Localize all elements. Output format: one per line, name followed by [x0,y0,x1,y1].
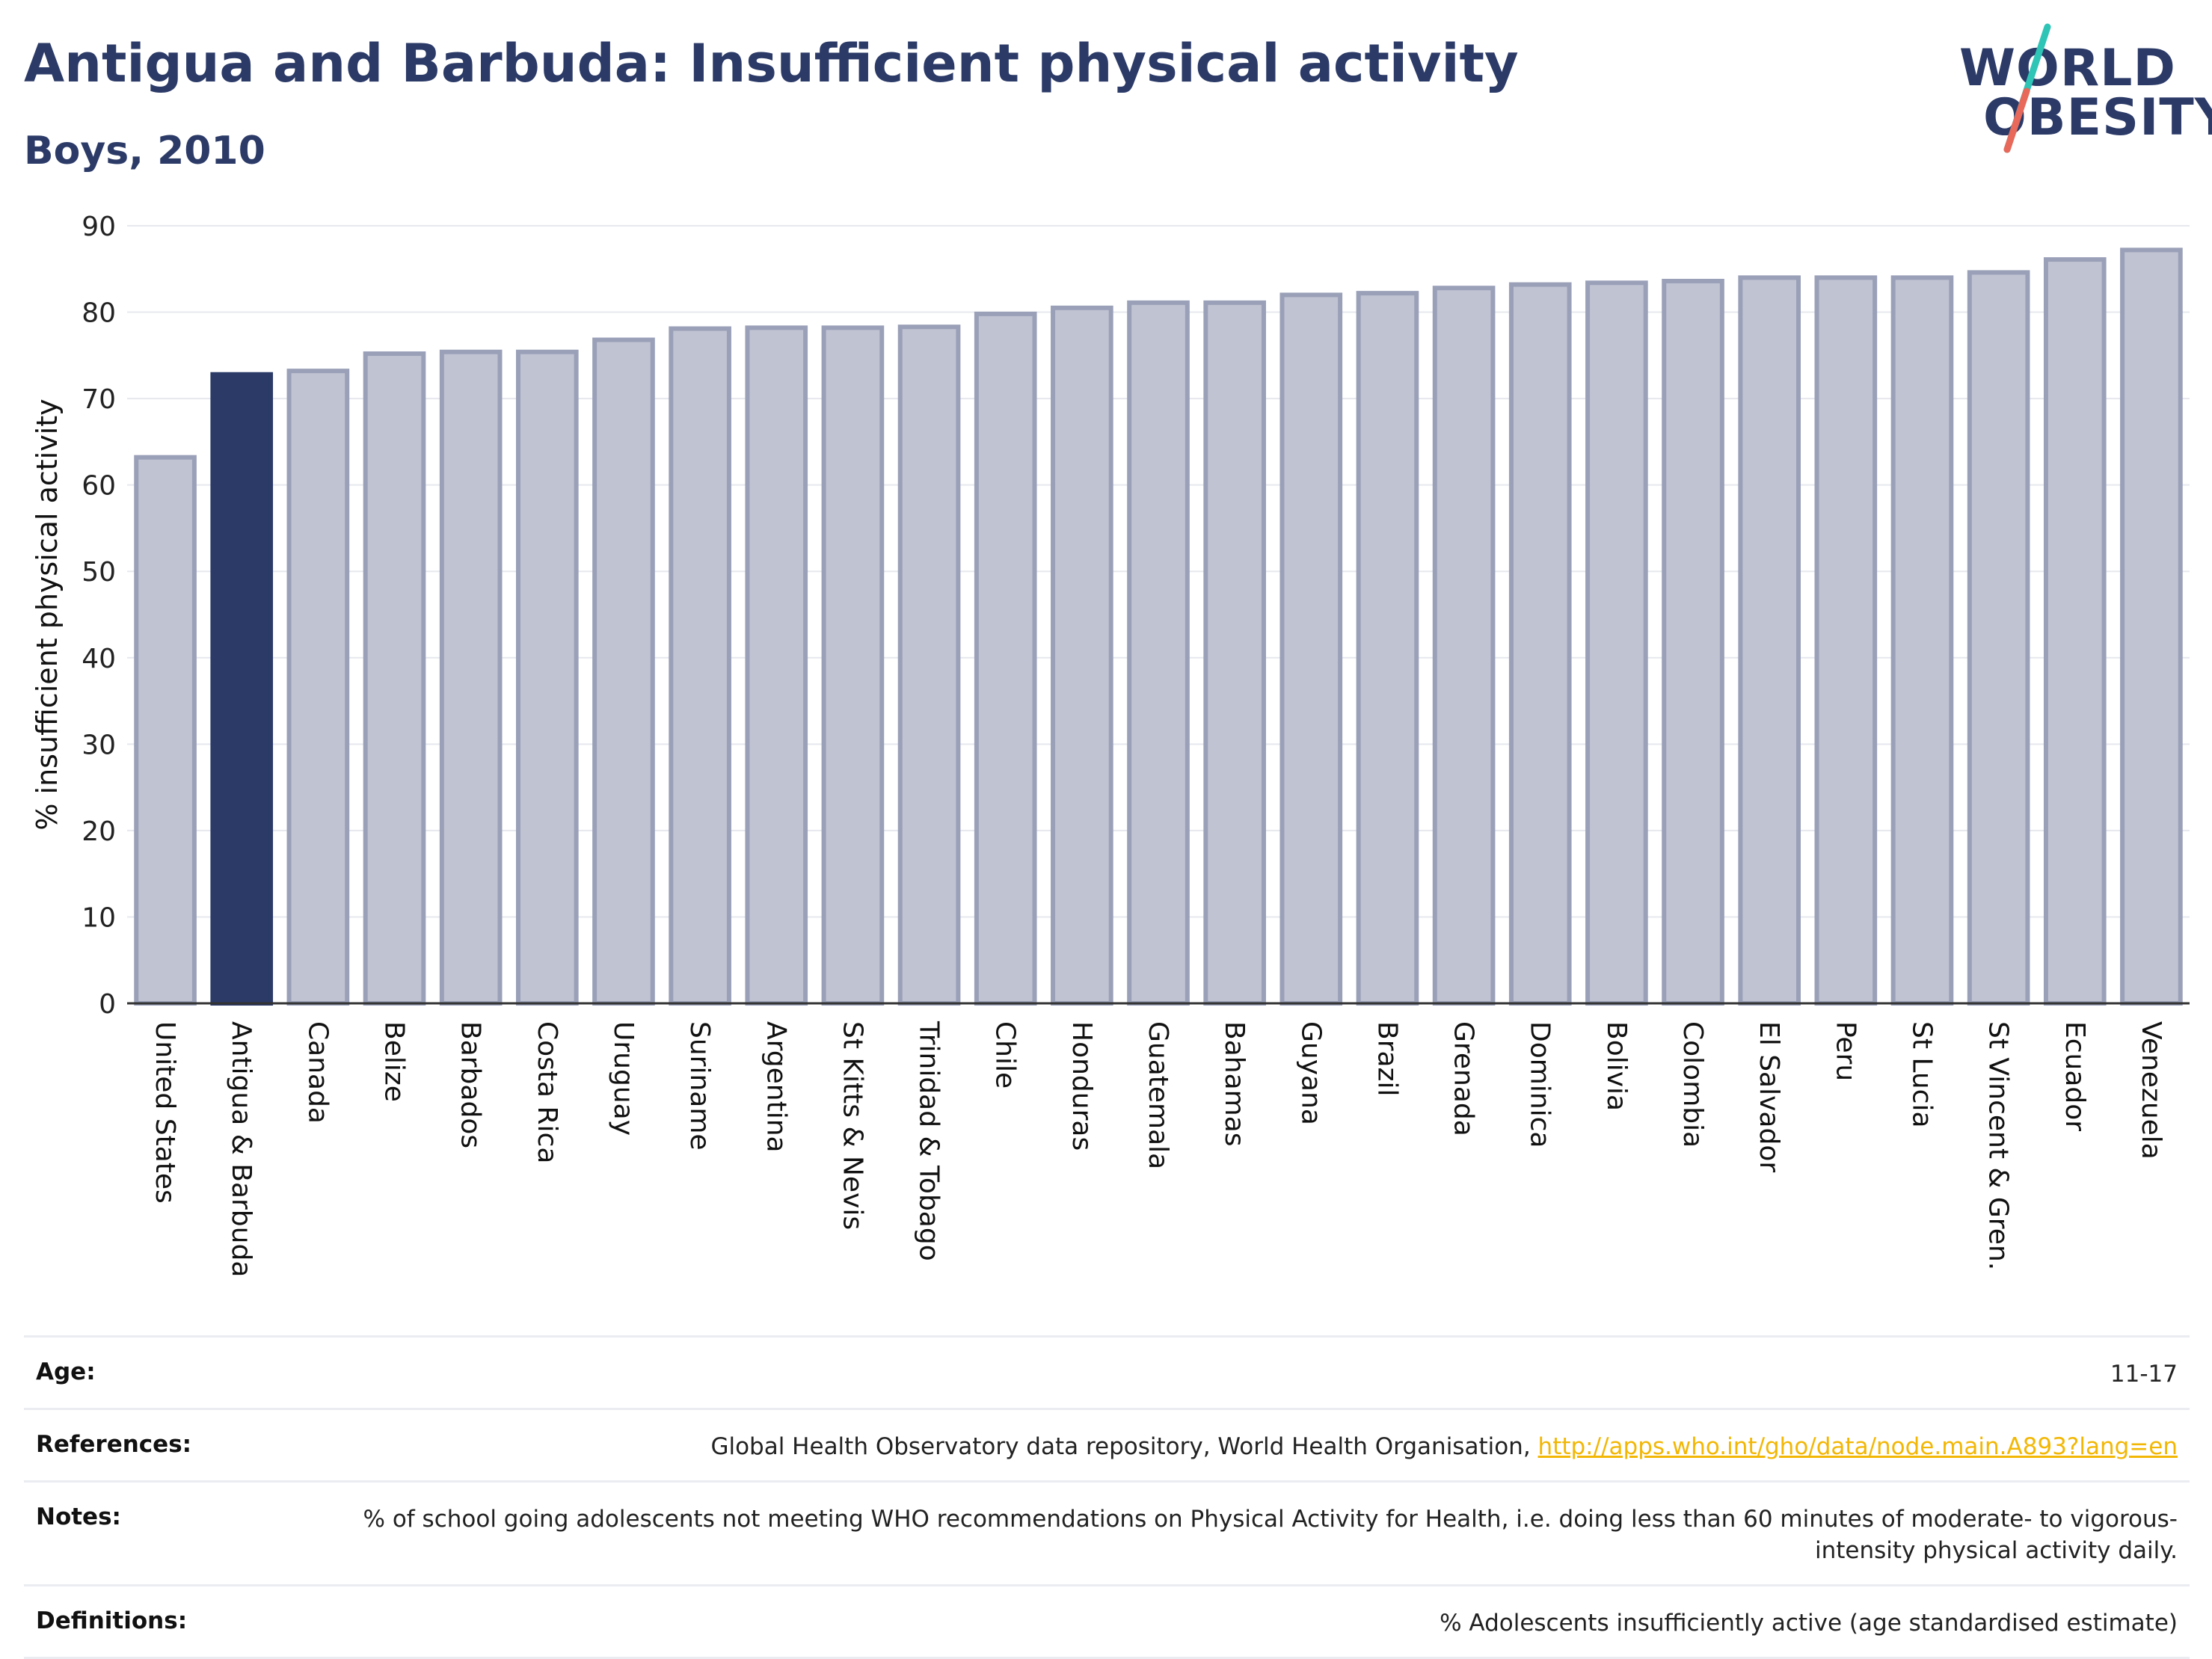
x-category-label: Chile [990,1021,1021,1089]
y-axis-ticks: 0 10 20 30 40 50 60 70 80 90 [82,212,116,1020]
page-title: Antigua and Barbuda: Insufficient physic… [24,33,1519,94]
y-axis-label: % insufficient physical activity [31,398,64,830]
info-row-references: References: Global Health Observatory da… [24,1408,2190,1480]
age-label: Age: [36,1358,96,1385]
references-link[interactable]: http://apps.who.int/gho/data/node.main.A… [1537,1433,2178,1460]
y-tick-label: 30 [82,730,116,760]
y-tick-label: 0 [99,989,116,1020]
x-category-label: Brazil [1371,1021,1402,1096]
notes-label: Notes: [36,1503,121,1530]
x-category-label: Belize [379,1021,410,1102]
bar-peru [1814,275,1878,1006]
info-row-definitions: Definitions: % Adolescents insufficientl… [24,1584,2190,1659]
y-tick-label: 20 [82,816,116,847]
y-tick-label: 80 [82,298,116,329]
bar-trinidad-tobago [897,324,961,1006]
bar-barbados [439,349,503,1006]
x-category-label: Canada [302,1021,333,1124]
x-category-label: Venezuela [2136,1021,2166,1160]
notes-value: % of school going adolescents not meetin… [363,1506,2178,1564]
logo-slash-icon [2003,23,2051,153]
bar-belize [363,351,426,1006]
info-table: Age: 11-17 References: Global Health Obs… [24,1335,2190,1659]
definitions-value: % Adolescents insufficiently active (age… [1440,1610,2178,1637]
y-tick-label: 90 [82,212,116,242]
bar-guyana [1279,292,1343,1006]
bar-st-lucia [1890,275,1954,1006]
references-label: References: [36,1431,192,1458]
x-category-label: Grenada [1448,1021,1479,1136]
definitions-label: Definitions: [36,1607,188,1634]
x-category-label: Bahamas [1219,1021,1250,1147]
x-category-label: Ecuador [2059,1021,2090,1131]
y-tick-label: 10 [82,902,116,933]
bar-honduras [1051,305,1113,1006]
x-axis-labels: United States Antigua & Barbuda Canada Beli… [150,1021,2166,1277]
x-category-label: El Salvador [1754,1021,1784,1172]
bar-costa-rica [515,349,579,1006]
bar-st-vincent-gren [1967,270,2030,1006]
bar-venezuela [2120,247,2183,1006]
x-category-label: Peru [1830,1021,1861,1081]
bar-grenada [1432,286,1496,1006]
bar-brazil [1356,291,1419,1006]
x-category-label: St Vincent & Gren. [1983,1021,2014,1270]
x-category-label: Barbados [455,1021,486,1148]
bar-canada [286,369,350,1006]
bars [134,247,2183,1006]
x-category-label: St Kitts & Nevis [837,1021,867,1230]
bar-uruguay [592,337,655,1006]
y-tick-label: 60 [82,471,116,502]
bar-colombia [1662,278,1724,1006]
bar-chart: 0 10 20 30 40 50 60 70 80 90 United States Antigua… [31,212,2190,1277]
references-value: Global Health Observatory data repositor… [24,1410,2190,1480]
x-category-label: United States [150,1021,180,1204]
x-category-label: Guyana [1295,1021,1326,1125]
bar-st-kitts-nevis [821,325,885,1006]
x-category-label: Bolivia [1601,1021,1632,1111]
bar-bahamas [1203,300,1266,1006]
bar-suriname [669,326,731,1006]
bar-guatemala [1127,300,1190,1006]
x-category-label: Honduras [1066,1021,1097,1151]
y-tick-label: 70 [82,384,116,415]
x-category-label: Guatemala [1143,1021,1173,1169]
page-subtitle: Boys, 2010 [24,129,265,173]
bar-bolivia [1585,280,1648,1006]
x-category-label: Uruguay [608,1021,639,1136]
bar-united-states [134,455,197,1006]
bar-chile [974,311,1037,1006]
bar-argentina [745,325,808,1006]
bar-el-salvador [1738,275,1801,1006]
references-text: Global Health Observatory data repositor… [710,1433,1538,1460]
x-category-label: Dominica [1525,1021,1555,1148]
x-category-label: Colombia [1677,1021,1708,1148]
x-category-label: Trinidad & Tobago [914,1021,944,1261]
x-category-label: St Lucia [1906,1021,1937,1128]
age-value: 11-17 [2110,1361,2178,1388]
x-category-label: Suriname [684,1021,715,1151]
y-tick-label: 50 [82,557,116,588]
bar-ecuador [2043,257,2107,1006]
x-category-label: Costa Rica [532,1021,562,1163]
info-row-age: Age: 11-17 [24,1335,2190,1408]
logo-text-world: WORLD [1959,39,2176,98]
y-tick-label: 40 [82,644,116,674]
bar-dominica [1508,282,1572,1006]
world-obesity-logo: WORLD OBESITY [1944,22,2212,157]
x-category-label: Argentina [761,1021,791,1153]
bar-antigua-barbuda [210,372,274,1006]
x-category-label: Antigua & Barbuda [226,1021,256,1277]
info-row-notes: Notes: % of school going adolescents not… [24,1480,2190,1584]
